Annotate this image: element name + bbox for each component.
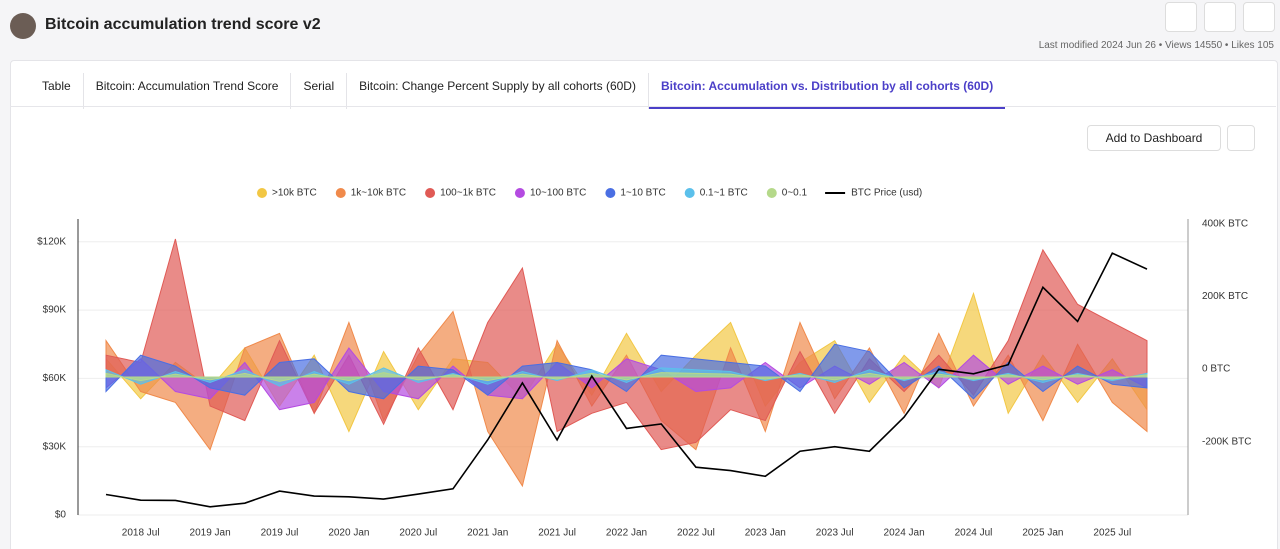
add-dashboard-button[interactable]: Add to Dashboard xyxy=(1087,125,1221,151)
cohort-area xyxy=(105,372,1148,382)
y-tick-label: $30K xyxy=(43,441,67,452)
x-tick-label: 2025 Jan xyxy=(1022,528,1063,539)
legend-swatch xyxy=(766,188,777,198)
y2-tick-label: -200K BTC xyxy=(1202,436,1251,447)
x-tick-label: 2024 Jul xyxy=(955,528,993,539)
legend-label: 1k~10k BTC xyxy=(351,188,406,199)
avatar xyxy=(10,13,36,39)
x-tick-label: 2023 Jul xyxy=(816,528,854,539)
legend-label: >10k BTC xyxy=(272,188,317,199)
tab-bar: Table Bitcoin: Accumulation Trend Score … xyxy=(30,73,1006,109)
legend-swatch xyxy=(335,188,346,198)
legend-label: 0~0.1 xyxy=(782,188,808,199)
meta-info: Last modified 2024 Jun 26 • Views 14550 … xyxy=(1038,40,1274,51)
price-line xyxy=(105,252,1148,508)
x-tick-label: 2021 Jul xyxy=(538,528,576,539)
y2-tick-label: 0 BTC xyxy=(1202,364,1230,375)
tab[interactable]: Bitcoin: Change Percent Supply by all co… xyxy=(347,73,649,109)
x-tick-label: 2022 Jul xyxy=(677,528,715,539)
bookmark-button[interactable] xyxy=(1204,2,1236,32)
chart-menu[interactable] xyxy=(1227,125,1255,151)
tab[interactable]: Serial xyxy=(291,73,348,109)
y-tick-label: $0 xyxy=(55,510,67,521)
legend-label: 1~10 BTC xyxy=(620,188,665,199)
y-tick-label: $60K xyxy=(43,373,67,384)
cohort-area xyxy=(105,347,1148,411)
tab[interactable]: Bitcoin: Accumulation vs. Distribution b… xyxy=(648,73,1006,109)
legend-label: 0.1~1 BTC xyxy=(700,188,748,199)
x-tick-label: 2020 Jan xyxy=(328,528,369,539)
x-tick-label: 2018 Jul xyxy=(122,528,160,539)
y-tick-label: $120K xyxy=(37,236,66,247)
legend-swatch xyxy=(684,188,695,198)
page-title: Bitcoin accumulation trend score v2 xyxy=(45,16,321,33)
x-tick-label: 2021 Jan xyxy=(467,528,508,539)
legend-swatch xyxy=(425,188,436,198)
legend-swatch xyxy=(514,188,525,198)
legend-label: 10~100 BTC xyxy=(530,188,586,199)
x-tick-label: 2022 Jan xyxy=(606,528,647,539)
x-tick-label: 2020 Jul xyxy=(399,528,437,539)
legend-swatch xyxy=(257,188,267,198)
x-tick-label: 2019 Jul xyxy=(261,528,299,539)
legend-swatch xyxy=(605,188,616,198)
tab[interactable]: Bitcoin: Accumulation Trend Score xyxy=(84,73,292,109)
divider xyxy=(10,106,1276,107)
tab[interactable]: Table xyxy=(30,73,84,109)
x-tick-label: 2025 Jul xyxy=(1093,528,1131,539)
x-tick-label: 2023 Jan xyxy=(745,528,786,539)
legend-label: BTC Price (usd) xyxy=(851,188,922,199)
like-button[interactable] xyxy=(1165,2,1197,32)
more-button[interactable] xyxy=(1243,2,1275,32)
x-tick-label: 2024 Jan xyxy=(884,528,925,539)
legend-label: 100~1k BTC xyxy=(440,188,496,199)
y2-tick-label: 200K BTC xyxy=(1202,291,1248,302)
x-tick-label: 2019 Jan xyxy=(190,528,231,539)
y-tick-label: $90K xyxy=(43,305,67,316)
y2-tick-label: 400K BTC xyxy=(1202,218,1248,229)
